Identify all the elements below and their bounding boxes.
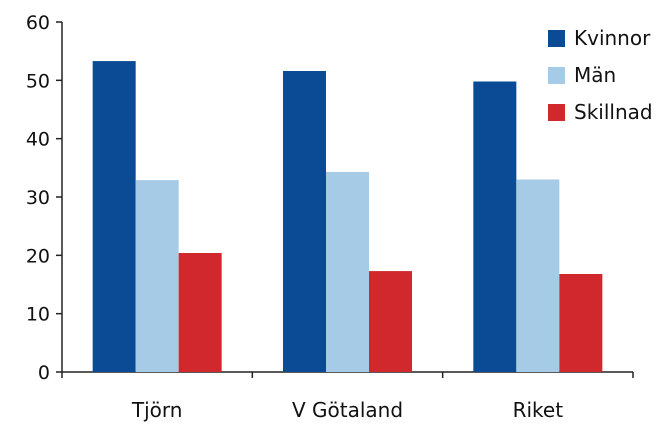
bars [92, 61, 603, 372]
bar-skillnad-1 [369, 271, 412, 372]
bar-kvinnor-0 [92, 61, 136, 372]
legend: Kvinnor Män Skillnad [548, 26, 653, 124]
category-label: V Götaland [292, 398, 403, 422]
legend-label: Kvinnor [574, 26, 651, 50]
bar-skillnad-2 [559, 274, 603, 372]
y-tick-label: 10 [26, 304, 50, 326]
legend-swatch [548, 67, 565, 84]
bar-kvinnor-1 [283, 71, 326, 372]
bar-m-n-2 [516, 179, 560, 372]
y-tick-label: 50 [26, 70, 50, 92]
bar-kvinnor-2 [473, 81, 517, 372]
legend-swatch [548, 30, 565, 47]
legend-label: Män [574, 63, 616, 87]
y-tick-label: 20 [26, 245, 50, 267]
y-tick-label: 30 [26, 187, 50, 209]
legend-swatch [548, 104, 565, 121]
y-tick-label: 0 [38, 362, 50, 384]
y-tick-label: 60 [26, 12, 50, 34]
bar-m-n-0 [135, 180, 179, 372]
category-label: Riket [513, 398, 564, 422]
legend-label: Skillnad [574, 100, 653, 124]
bar-m-n-1 [326, 171, 369, 372]
x-axis: Tjörn V Götaland Riket [61, 371, 634, 422]
category-label: Tjörn [131, 398, 183, 422]
y-axis: 0 10 20 30 40 50 60 [26, 12, 63, 384]
bar-skillnad-0 [178, 253, 222, 372]
y-tick-label: 40 [26, 129, 50, 151]
